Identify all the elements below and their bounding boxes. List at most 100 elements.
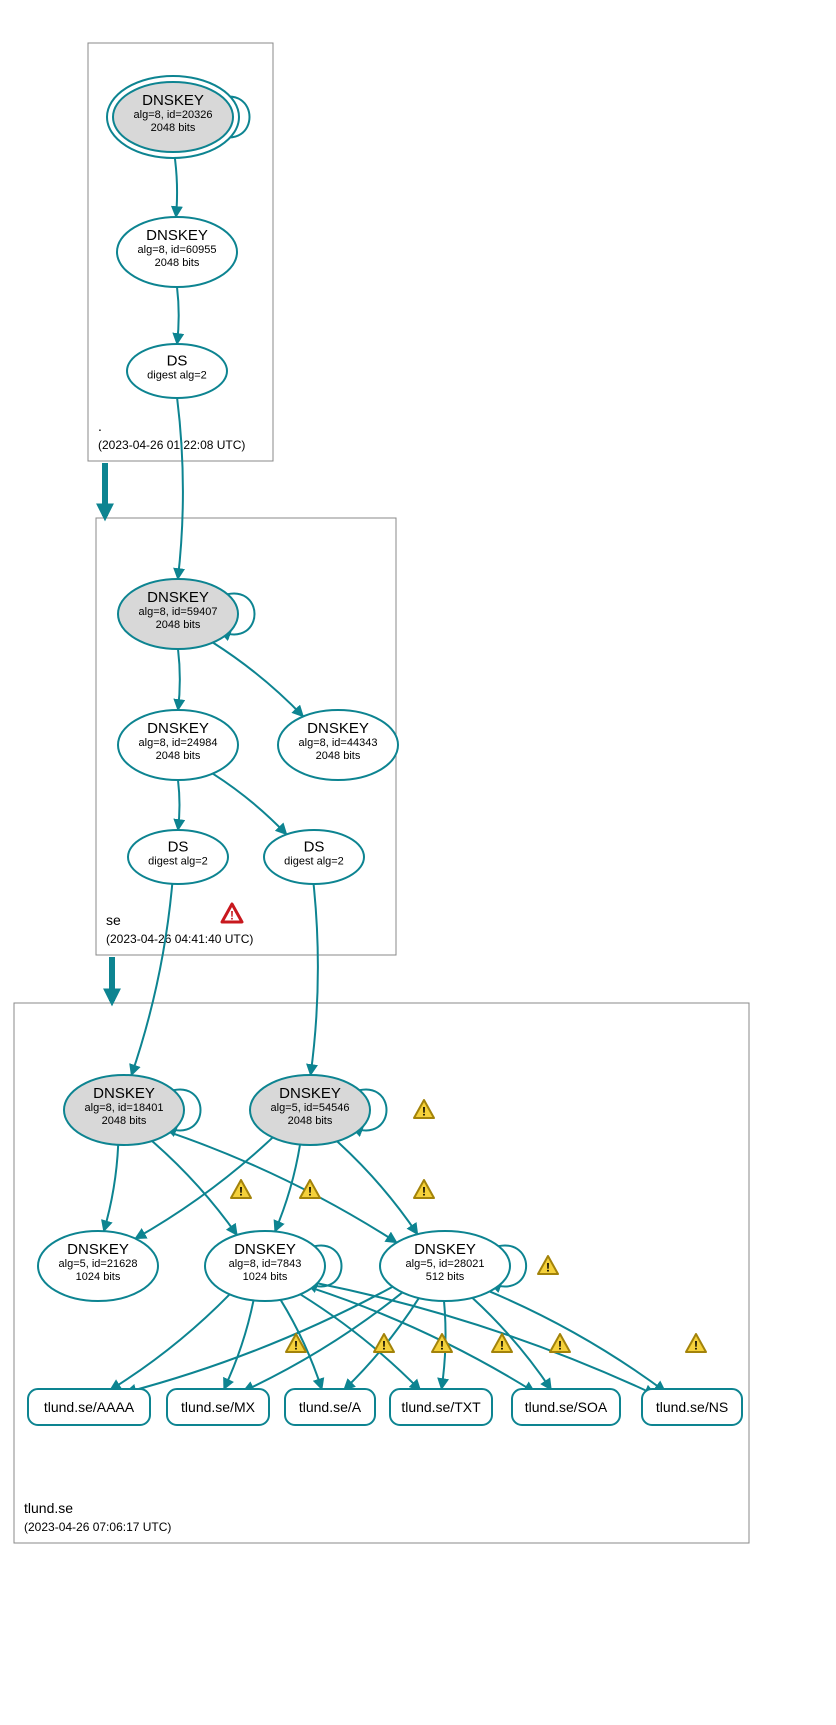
rr-label-rr-a: tlund.se/A <box>299 1399 362 1415</box>
svg-text:!: ! <box>440 1339 444 1353</box>
node-label-tlund-zsk1-0: DNSKEY <box>67 1241 129 1258</box>
node-label-se-zsk2-2: 2048 bits <box>316 750 361 762</box>
node-root-ksk: DNSKEYalg=8, id=203262048 bits <box>107 76 239 158</box>
node-label-tlund-zsk3-1: alg=5, id=28021 <box>406 1258 485 1270</box>
node-label-root-ksk-1: alg=8, id=20326 <box>134 109 213 121</box>
node-tlund-zsk3: DNSKEYalg=5, id=28021512 bits <box>380 1231 510 1301</box>
node-label-root-ds-0: DS <box>167 353 188 370</box>
svg-text:!: ! <box>546 1261 550 1275</box>
node-se-zsk2: DNSKEYalg=8, id=443432048 bits <box>278 710 398 780</box>
node-label-se-zsk2-1: alg=8, id=44343 <box>299 737 378 749</box>
rr-label-rr-ns: tlund.se/NS <box>656 1399 728 1415</box>
warning-icon: ! <box>686 1334 706 1353</box>
node-rr-soa: tlund.se/SOA <box>512 1389 620 1425</box>
warning-icon: ! <box>492 1334 512 1353</box>
node-label-se-zsk-0: DNSKEY <box>147 720 209 737</box>
node-se-ds2: DSdigest alg=2 <box>264 830 364 884</box>
node-se-zsk: DNSKEYalg=8, id=249842048 bits <box>118 710 238 780</box>
svg-text:!: ! <box>694 1339 698 1353</box>
svg-text:!: ! <box>558 1339 562 1353</box>
node-label-root-zsk-2: 2048 bits <box>155 257 200 269</box>
node-label-tlund-zsk2-0: DNSKEY <box>234 1241 296 1258</box>
edge-se-zsk-se-ds1 <box>178 780 180 830</box>
warning-icon: ! <box>414 1100 434 1119</box>
warning-icon: ! <box>414 1180 434 1199</box>
node-se-ksk: DNSKEYalg=8, id=594072048 bits <box>118 579 238 649</box>
node-label-se-zsk-2: 2048 bits <box>156 750 201 762</box>
node-label-se-ksk-1: alg=8, id=59407 <box>139 606 218 618</box>
edge-tlund-zsk2-rr-aaaa <box>110 1294 230 1390</box>
node-label-root-ksk-0: DNSKEY <box>142 92 204 109</box>
edge-se-ds2-tlund-ksk2 <box>311 884 318 1075</box>
edge-se-ksk-se-zsk <box>178 649 180 710</box>
node-rr-ns: tlund.se/NS <box>642 1389 742 1425</box>
node-tlund-ksk2: DNSKEYalg=5, id=545462048 bits <box>250 1075 370 1145</box>
edge-se-ds1-tlund-ksk1 <box>131 884 172 1075</box>
svg-text:!: ! <box>239 1185 243 1199</box>
rr-label-rr-soa: tlund.se/SOA <box>525 1399 608 1415</box>
warning-icon: ! <box>550 1334 570 1353</box>
edge-tlund-zsk2-rr-mx <box>224 1300 254 1389</box>
node-label-tlund-ksk1-2: 2048 bits <box>102 1115 147 1127</box>
zone-timestamp-tlund: (2023-04-26 07:06:17 UTC) <box>24 1520 171 1534</box>
node-tlund-zsk1: DNSKEYalg=5, id=216281024 bits <box>38 1231 158 1301</box>
node-label-tlund-zsk3-2: 512 bits <box>426 1271 465 1283</box>
zone-title-tlund: tlund.se <box>24 1500 73 1516</box>
node-label-tlund-ksk1-1: alg=8, id=18401 <box>85 1102 164 1114</box>
node-label-tlund-ksk2-1: alg=5, id=54546 <box>271 1102 350 1114</box>
node-label-se-zsk2-0: DNSKEY <box>307 720 369 737</box>
svg-text:!: ! <box>308 1185 312 1199</box>
node-label-root-zsk-1: alg=8, id=60955 <box>138 244 217 256</box>
node-label-se-ksk-0: DNSKEY <box>147 589 209 606</box>
node-label-root-ds-1: digest alg=2 <box>147 370 207 382</box>
error-icon: ! <box>222 904 242 923</box>
node-label-tlund-zsk2-1: alg=8, id=7843 <box>229 1258 302 1270</box>
svg-text:!: ! <box>422 1185 426 1199</box>
zone-timestamp-root: (2023-04-26 01:22:08 UTC) <box>98 438 245 452</box>
node-label-tlund-ksk2-2: 2048 bits <box>288 1115 333 1127</box>
svg-text:!: ! <box>500 1339 504 1353</box>
edge-tlund-zsk3-rr-soa <box>472 1298 551 1390</box>
warning-icon: ! <box>538 1256 558 1275</box>
node-label-se-ds1-0: DS <box>168 839 189 856</box>
node-rr-a: tlund.se/A <box>285 1389 375 1425</box>
edge-tlund-ksk2-tlund-zsk2 <box>275 1145 300 1232</box>
edge-se-ksk-se-zsk2 <box>213 643 303 717</box>
node-label-se-ds2-0: DS <box>304 839 325 856</box>
node-se-ds1: DSdigest alg=2 <box>128 830 228 884</box>
edge-root-zsk-root-ds <box>177 287 179 344</box>
zone-title-se: se <box>106 912 121 928</box>
node-label-se-zsk-1: alg=8, id=24984 <box>139 737 218 749</box>
edge-tlund-ksk2-tlund-zsk1 <box>135 1137 272 1238</box>
zone-title-root: . <box>98 418 102 434</box>
node-root-ds: DSdigest alg=2 <box>127 344 227 398</box>
node-label-tlund-zsk2-2: 1024 bits <box>243 1271 288 1283</box>
edge-root-ksk-root-zsk <box>174 152 177 217</box>
node-label-root-ksk-2: 2048 bits <box>151 122 196 134</box>
node-label-tlund-ksk1-0: DNSKEY <box>93 1085 155 1102</box>
node-label-root-zsk-0: DNSKEY <box>146 227 208 244</box>
node-rr-aaaa: tlund.se/AAAA <box>28 1389 150 1425</box>
edge-se-zsk-se-ds2 <box>213 774 287 835</box>
edge-root-ds-se-ksk <box>177 398 183 579</box>
svg-text:!: ! <box>294 1339 298 1353</box>
node-label-se-ds1-1: digest alg=2 <box>148 856 208 868</box>
node-tlund-zsk2: DNSKEYalg=8, id=78431024 bits <box>205 1231 325 1301</box>
svg-text:!: ! <box>230 909 234 923</box>
node-label-tlund-ksk2-0: DNSKEY <box>279 1085 341 1102</box>
node-label-se-ksk-2: 2048 bits <box>156 619 201 631</box>
edge-tlund-ksk1-tlund-zsk3 <box>170 1132 397 1242</box>
node-rr-mx: tlund.se/MX <box>167 1389 269 1425</box>
svg-text:!: ! <box>382 1339 386 1353</box>
node-label-tlund-zsk1-2: 1024 bits <box>76 1271 121 1283</box>
rr-label-rr-mx: tlund.se/MX <box>181 1399 256 1415</box>
node-rr-txt: tlund.se/TXT <box>390 1389 492 1425</box>
node-root-zsk: DNSKEYalg=8, id=609552048 bits <box>117 217 237 287</box>
edge-tlund-ksk1-tlund-zsk1 <box>104 1145 118 1231</box>
node-label-tlund-zsk1-1: alg=5, id=21628 <box>59 1258 138 1270</box>
node-label-tlund-zsk3-0: DNSKEY <box>414 1241 476 1258</box>
node-label-se-ds2-1: digest alg=2 <box>284 856 344 868</box>
rr-label-rr-aaaa: tlund.se/AAAA <box>44 1399 135 1415</box>
edge-tlund-ksk2-tlund-zsk3 <box>337 1141 418 1234</box>
zone-timestamp-se: (2023-04-26 04:41:40 UTC) <box>106 932 253 946</box>
